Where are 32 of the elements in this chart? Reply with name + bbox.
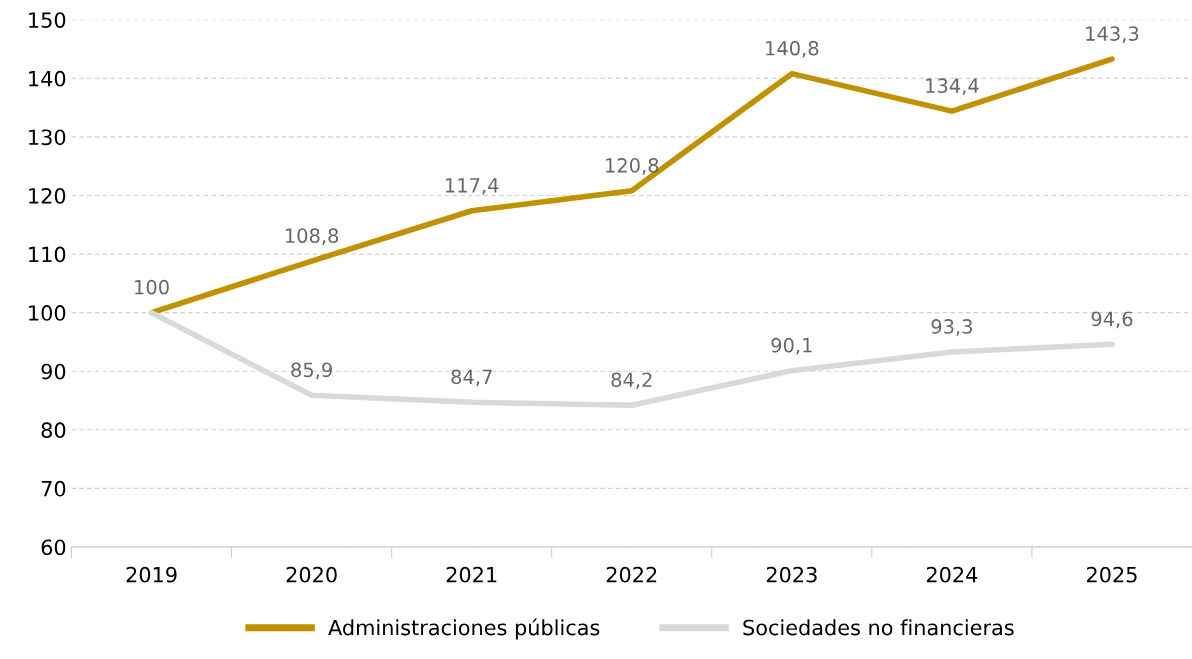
data-label: 90,1 bbox=[771, 337, 812, 355]
x-tick-label: 2023 bbox=[766, 566, 817, 583]
data-label: 100 bbox=[135, 279, 169, 295]
x-tick-label: 2019 bbox=[126, 566, 177, 583]
y-tick-label: 140 bbox=[29, 70, 66, 87]
y-tick-label: 90 bbox=[41, 363, 66, 380]
data-label: 84,7 bbox=[451, 369, 492, 387]
data-label: 85,9 bbox=[291, 362, 332, 380]
data-label: 143,3 bbox=[1086, 26, 1139, 43]
y-tick-label: 120 bbox=[29, 187, 66, 204]
x-tick-label: 2021 bbox=[446, 566, 497, 583]
y-tick-label: 110 bbox=[29, 246, 66, 263]
legend-label: Sociedades no financieras bbox=[743, 619, 1014, 636]
y-tick-label: 70 bbox=[41, 480, 66, 497]
x-tick-label: 2025 bbox=[1086, 566, 1137, 583]
x-tick-label: 2020 bbox=[286, 566, 337, 583]
data-label: 93,3 bbox=[931, 319, 972, 336]
legend-label: Administraciones públicas bbox=[328, 618, 600, 640]
y-tick-label: 80 bbox=[41, 422, 66, 439]
data-label: 84,2 bbox=[611, 372, 652, 390]
x-tick-label: 2022 bbox=[606, 566, 657, 583]
y-tick-label: 150 bbox=[29, 12, 66, 28]
y-tick-label: 100 bbox=[29, 305, 66, 321]
y-tick-label: 60 bbox=[41, 539, 66, 556]
x-tick-label: 2024 bbox=[926, 566, 978, 583]
data-label: 94,6 bbox=[1091, 311, 1133, 329]
data-label: 134,4 bbox=[926, 78, 979, 96]
data-label: 140,8 bbox=[766, 40, 819, 58]
data-label: 108,8 bbox=[285, 228, 339, 246]
y-tick-label: 130 bbox=[29, 129, 66, 146]
data-label: 117,4 bbox=[445, 178, 499, 195]
data-label: 120,8 bbox=[606, 158, 659, 175]
